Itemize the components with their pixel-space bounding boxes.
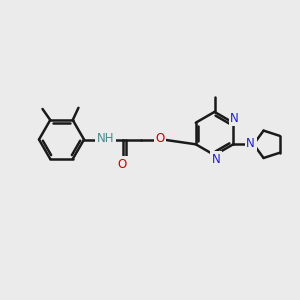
Text: N: N xyxy=(246,137,255,150)
Text: O: O xyxy=(156,132,165,145)
Text: N: N xyxy=(230,112,239,125)
Text: NH: NH xyxy=(97,132,114,145)
Text: O: O xyxy=(118,158,127,171)
Text: N: N xyxy=(212,153,220,166)
